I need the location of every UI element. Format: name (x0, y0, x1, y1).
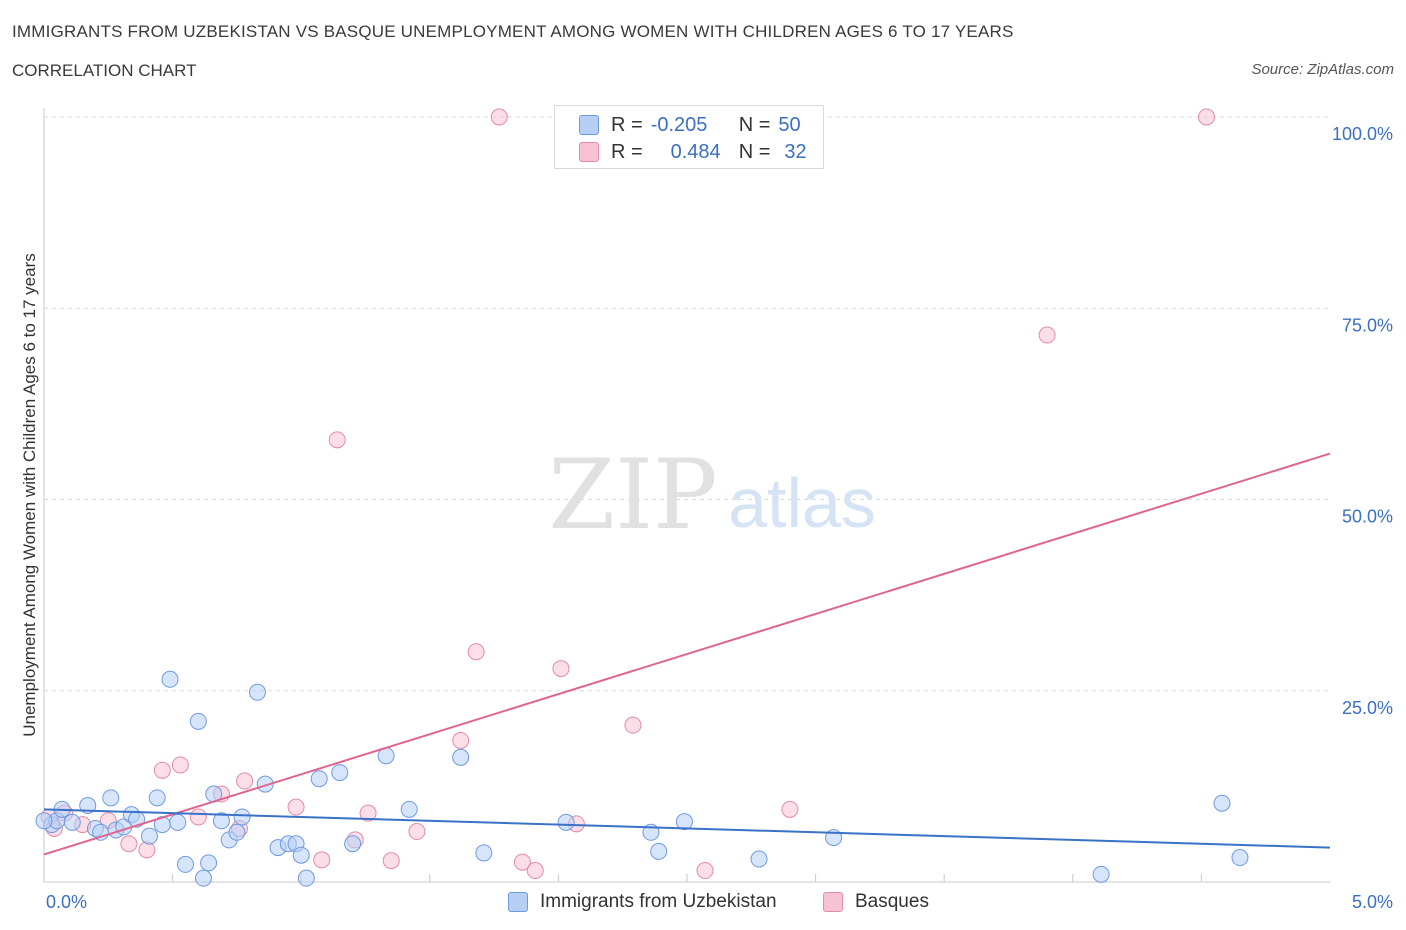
grid-lines (44, 116, 1330, 692)
bottom-legend-label-basques: Basques (855, 891, 929, 912)
y-tick-label: 50.0% (1342, 507, 1393, 527)
uzbekistan-point (452, 748, 470, 766)
basques-point (624, 716, 642, 734)
bottom-legend-swatch-basques (823, 892, 843, 912)
y-axis-label-text: Unemployment Among Women with Children A… (20, 253, 39, 737)
uzbekistan-point (297, 869, 315, 887)
basques-trend-line (43, 452, 1331, 856)
uzbekistan-trend-line (43, 808, 1331, 849)
basques-point (1038, 326, 1056, 344)
y-tick-label: 75.0% (1342, 315, 1393, 335)
uzbekistan-point (194, 869, 212, 887)
watermark-atlas: atlas (728, 464, 876, 542)
basques-point (513, 853, 531, 871)
basques-point (359, 804, 377, 822)
uzbekistan-point (35, 812, 53, 830)
chart-title: IMMIGRANTS FROM UZBEKISTAN VS BASQUE UNE… (12, 22, 1014, 41)
basques-point (236, 772, 254, 790)
basques-point (189, 808, 207, 826)
legend-n-value: 50 (778, 113, 801, 136)
basques-point (1198, 108, 1216, 126)
uzbekistan-point (331, 764, 349, 782)
uzbekistan-point (176, 855, 194, 873)
legend-n-label: N = (738, 140, 771, 163)
legend-n-label: N = (738, 113, 771, 136)
uzbekistan-point (140, 827, 158, 845)
uzbekistan-point (200, 854, 218, 872)
uzbekistan-point (228, 823, 246, 841)
basques-point (490, 108, 508, 126)
uzbekistan-point (310, 770, 328, 788)
legend-r-label: R = (611, 140, 643, 163)
uzbekistan-point (63, 813, 81, 831)
x-tick-label: 0.0% (46, 892, 87, 912)
basques-point (781, 800, 799, 818)
bottom-legend-swatch-uzbekistan (508, 892, 528, 912)
y-tick-label: 25.0% (1342, 698, 1393, 718)
legend-r-value: 0.484 (670, 140, 721, 163)
watermark: ZIP atlas (548, 439, 876, 551)
uzbekistan-point (1231, 849, 1249, 867)
basques-point (120, 835, 138, 853)
uzbekistan-point (1213, 794, 1231, 812)
uzbekistan-point (212, 812, 230, 830)
uzbekistan-point (400, 800, 418, 818)
legend-r-value: -0.205 (650, 113, 708, 136)
uzbekistan-point (233, 808, 251, 826)
basques-point (408, 823, 426, 841)
legend-r-label: R = (611, 113, 643, 136)
uzbekistan-point (148, 789, 166, 807)
uzbekistan-point (256, 775, 274, 793)
uzbekistan-point (650, 842, 668, 860)
uzbekistan-point (557, 813, 575, 831)
basques-point (526, 862, 544, 880)
uzbekistan-point (344, 835, 362, 853)
legend-row-uzbekistan: R = -0.205 N = 50 (579, 113, 801, 137)
basques-point (467, 643, 485, 661)
uzbekistan-point (475, 844, 493, 862)
basques-point (138, 841, 156, 859)
uzbekistan-points (35, 670, 1249, 887)
uzbekistan-point (169, 813, 187, 831)
basques-point (313, 851, 331, 869)
trend-lines (43, 452, 1331, 856)
uzbekistan-point (161, 670, 179, 688)
basques-point (552, 660, 570, 678)
watermark-zip: ZIP (548, 439, 717, 551)
basques-point (153, 761, 171, 779)
source-credit: Source: ZipAtlas.com (1251, 61, 1394, 78)
uzbekistan-point (750, 850, 768, 868)
bottom-legend-basques: Basques (823, 889, 929, 915)
basques-point (696, 862, 714, 880)
legend-swatch-uzbekistan (579, 115, 599, 135)
uzbekistan-point (102, 789, 120, 807)
legend-swatch-basques (579, 142, 599, 162)
uzbekistan-point (248, 683, 266, 701)
basques-point (382, 852, 400, 870)
bottom-legend-label-uzbekistan: Immigrants from Uzbekistan (540, 891, 777, 912)
uzbekistan-point (189, 712, 207, 730)
tick-labels: 25.0% 50.0% 75.0% 100.0% 0.0% 5.0% (46, 124, 1393, 912)
basques-point (452, 731, 470, 749)
bottom-legend-uzbekistan: Immigrants from Uzbekistan (508, 889, 777, 915)
legend-row-basques: R = 0.484 N = 32 (579, 140, 807, 164)
uzbekistan-point (292, 846, 310, 864)
uzbekistan-point (1092, 865, 1110, 883)
legend-n-value: 32 (784, 140, 807, 163)
x-tick-label: 5.0% (1352, 892, 1393, 912)
basques-point (171, 756, 189, 774)
y-tick-label: 100.0% (1332, 124, 1393, 144)
uzbekistan-point (675, 813, 693, 831)
basques-point (287, 798, 305, 816)
uzbekistan-point (79, 797, 97, 814)
basques-point (328, 431, 346, 449)
chart-subtitle: CORRELATION CHART (12, 61, 197, 80)
correlation-legend: R = -0.205 N = 50 R = 0.484 N = 32 (554, 105, 824, 169)
